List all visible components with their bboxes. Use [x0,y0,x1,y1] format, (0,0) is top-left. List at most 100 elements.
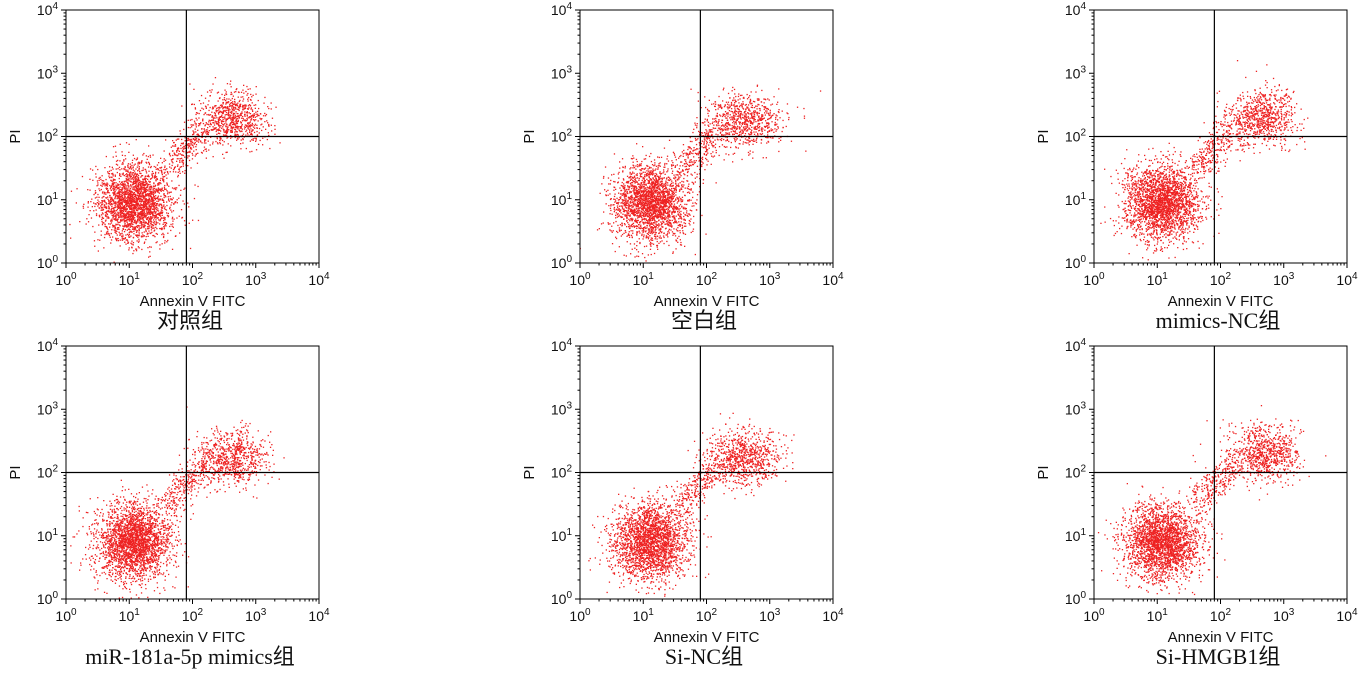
data-point [166,241,168,243]
data-point [651,202,653,205]
data-point [150,212,152,214]
data-point [143,216,145,218]
data-point [233,109,235,112]
data-point [140,181,142,183]
data-point [130,196,132,198]
data-point [250,133,252,136]
data-point [618,177,620,179]
data-point [151,174,153,176]
data-point [670,224,672,226]
data-point [692,202,694,204]
data-point [139,214,141,216]
data-point [119,195,121,197]
data-point [165,188,167,190]
data-point [128,233,130,236]
data-point [97,182,99,184]
data-point [122,183,125,185]
data-point [102,200,104,202]
data-point [211,108,214,110]
data-point [99,216,101,218]
data-point [196,162,199,164]
data-point [140,236,143,238]
data-point [143,225,145,228]
data-point [225,121,227,123]
data-point [149,183,151,186]
data-point [624,200,627,202]
data-point [258,127,261,130]
data-point [658,215,660,218]
data-point [226,83,229,85]
data-point [133,157,136,160]
data-point [125,188,127,190]
data-point [144,222,146,224]
data-point [190,124,192,126]
data-point [132,195,134,197]
data-point [655,172,657,175]
data-point [122,206,124,209]
data-point [133,221,135,223]
data-point [106,191,109,194]
data-point [145,193,147,195]
data-point [136,158,138,160]
data-point [618,199,620,201]
data-point [126,211,129,213]
data-point [113,208,115,210]
data-point [227,102,229,104]
data-point [120,219,122,221]
data-point [648,214,651,216]
data-point [110,239,113,241]
data-point [126,229,128,231]
data-point [191,158,194,160]
data-point [252,110,254,112]
data-point [187,202,189,204]
data-point [114,225,116,227]
data-point [94,245,96,247]
data-point [656,246,658,248]
data-point [608,183,610,185]
data-point [119,234,121,236]
data-point [672,209,674,211]
data-point [113,194,115,196]
data-point [127,213,130,215]
data-point [646,236,649,238]
data-point [623,187,626,190]
data-point [652,229,654,232]
data-point [636,234,638,236]
data-point [115,203,117,205]
data-point [150,203,152,206]
data-point [237,138,239,140]
data-point [136,215,138,218]
data-point [184,156,186,158]
data-point [89,210,91,212]
data-point [137,219,139,221]
data-point [663,206,665,208]
data-point [107,205,110,207]
data-point [657,195,659,198]
data-point [256,113,259,115]
data-point [140,221,143,223]
data-point [627,222,629,224]
data-point [147,166,150,168]
data-point [168,200,170,202]
data-point [117,201,119,203]
data-point [218,111,220,113]
data-point [138,207,141,209]
data-point [635,195,637,197]
data-point [237,96,239,98]
data-point [115,232,117,234]
data-point [156,233,158,235]
data-point [129,213,131,215]
data-point [133,233,135,235]
data-point [129,218,131,220]
data-point [123,212,125,214]
data-point [666,208,668,210]
data-point [225,113,227,116]
data-point [225,125,227,127]
data-point [222,134,225,136]
data-point [123,225,125,227]
data-point [690,199,692,201]
data-point [112,156,114,158]
data-point [233,100,236,103]
data-point [130,225,132,227]
data-point [100,178,102,181]
